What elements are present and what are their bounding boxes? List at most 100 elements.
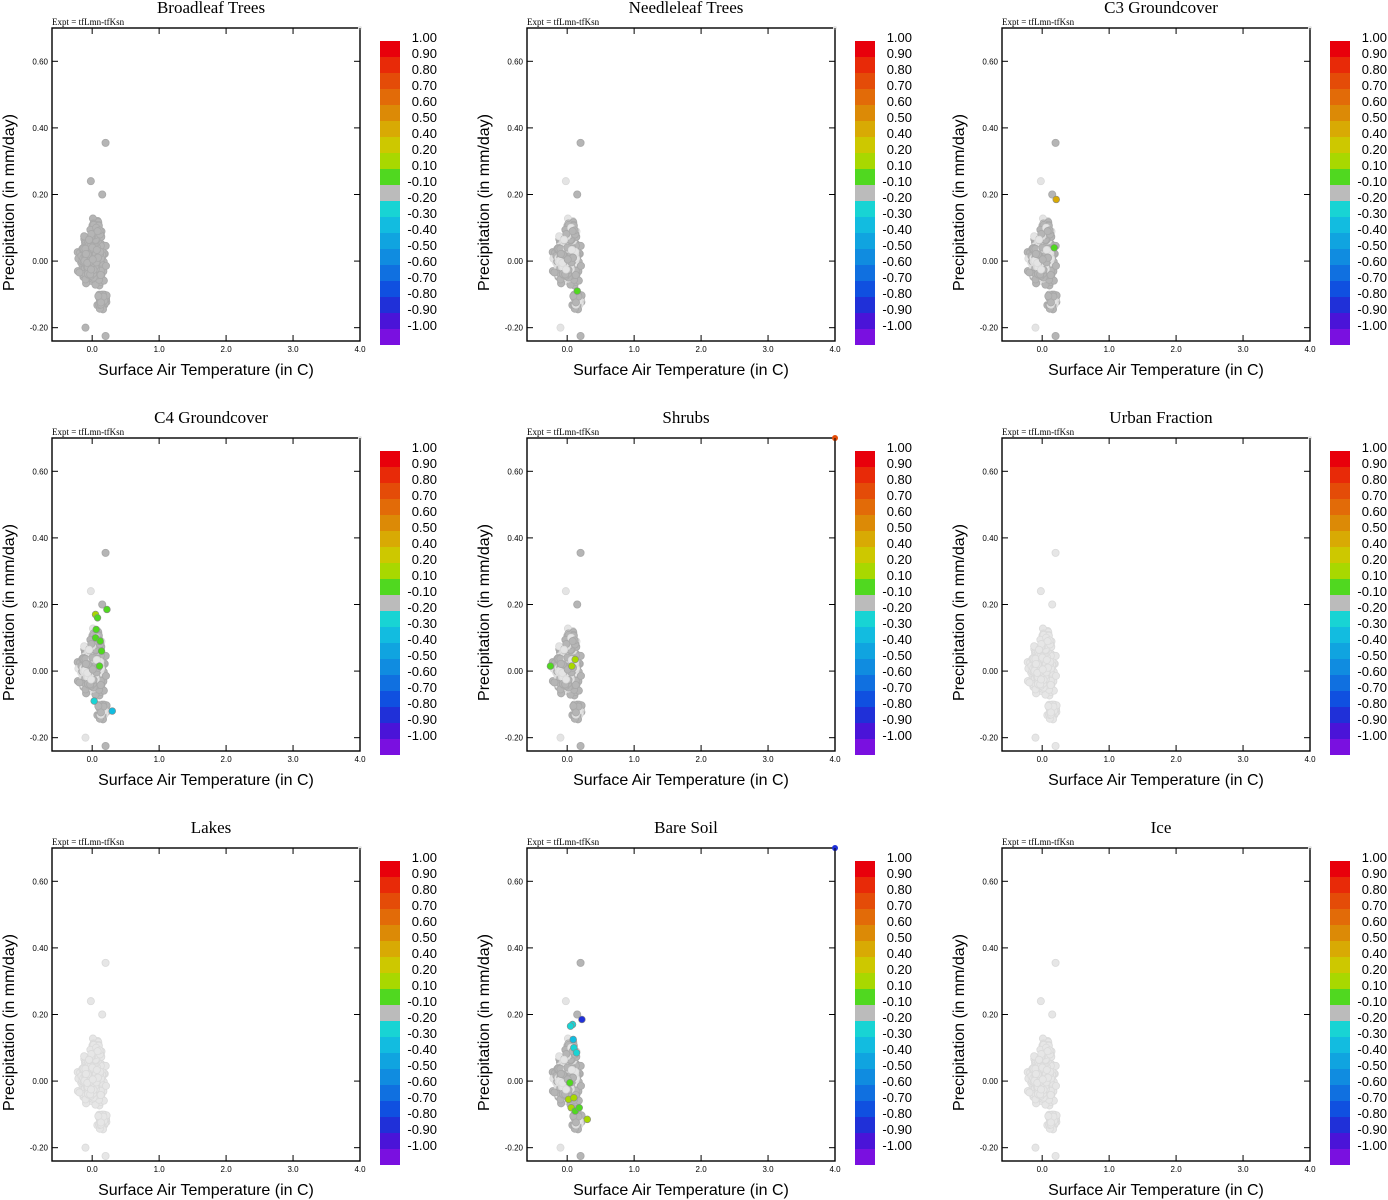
colorbar-swatch bbox=[1330, 105, 1350, 121]
colorbar-label: 0.90 bbox=[887, 866, 912, 881]
background-point bbox=[1051, 742, 1060, 751]
experiment-label: Expt = tfLmn-tfKsn bbox=[52, 17, 125, 27]
colorbar-swatch bbox=[1330, 467, 1350, 483]
background-point bbox=[93, 227, 102, 236]
colorbar-label: -0.90 bbox=[407, 302, 437, 317]
background-point bbox=[85, 645, 94, 654]
highlight-point bbox=[572, 1049, 581, 1057]
colorbar-label: 0.40 bbox=[1362, 126, 1387, 141]
background-point bbox=[81, 249, 90, 258]
colorbar-swatch bbox=[1330, 515, 1350, 531]
y-tick-label: 0.20 bbox=[32, 600, 48, 609]
background-point bbox=[92, 1065, 101, 1074]
background-point bbox=[561, 587, 570, 596]
colorbar-swatch bbox=[855, 73, 875, 89]
y-tick-label: -0.20 bbox=[980, 734, 999, 743]
y-axis-label: Precipitation (in mm/day) bbox=[476, 934, 493, 1111]
background-point bbox=[1051, 261, 1060, 270]
colorbar-swatch bbox=[380, 877, 400, 893]
colorbar-label: -0.50 bbox=[882, 648, 912, 663]
colorbar-label: -0.30 bbox=[407, 1026, 437, 1041]
colorbar-label: -0.50 bbox=[1357, 648, 1387, 663]
background-point bbox=[96, 708, 105, 717]
colorbar-label: -0.70 bbox=[882, 680, 912, 695]
colorbar-label: 0.20 bbox=[412, 142, 437, 157]
x-axis-label: Surface Air Temperature (in C) bbox=[1048, 362, 1264, 379]
colorbar: 1.000.900.800.700.600.500.400.200.10-0.1… bbox=[1330, 440, 1387, 755]
colorbar-label: -0.10 bbox=[1357, 174, 1387, 189]
colorbar-label: -1.00 bbox=[407, 1138, 437, 1153]
background-point bbox=[1031, 659, 1040, 668]
colorbar-swatch bbox=[380, 499, 400, 515]
y-tick-label: 0.60 bbox=[507, 57, 523, 66]
colorbar: 1.000.900.800.700.600.500.400.200.10-0.1… bbox=[1330, 30, 1387, 345]
colorbar-swatch bbox=[1330, 137, 1350, 153]
colorbar-swatch bbox=[1330, 217, 1350, 233]
background-point bbox=[1048, 600, 1057, 609]
colorbar-label: -0.40 bbox=[882, 222, 912, 237]
x-tick-label: 2.0 bbox=[696, 1165, 708, 1174]
y-tick-label: -0.20 bbox=[30, 734, 49, 743]
colorbar-swatch bbox=[380, 1117, 400, 1133]
colorbar-label: 0.90 bbox=[412, 456, 437, 471]
highlight-point bbox=[108, 707, 116, 715]
y-tick-label: -0.20 bbox=[505, 1144, 524, 1153]
colorbar-swatch bbox=[855, 1069, 875, 1085]
y-tick-label: 0.00 bbox=[982, 257, 998, 266]
x-tick-label: 4.0 bbox=[829, 755, 841, 764]
colorbar-label: 0.50 bbox=[887, 520, 912, 535]
panel-title: C4 Groundcover bbox=[154, 408, 268, 427]
colorbar-swatch bbox=[855, 515, 875, 531]
colorbar-label: 0.40 bbox=[1362, 536, 1387, 551]
colorbar-label: -0.70 bbox=[407, 1090, 437, 1105]
x-tick-label: 4.0 bbox=[354, 345, 366, 354]
y-tick-label: 0.40 bbox=[982, 534, 998, 543]
colorbar-swatch bbox=[1330, 611, 1350, 627]
colorbar-label: 0.50 bbox=[887, 930, 912, 945]
panel-title: Lakes bbox=[191, 818, 232, 837]
x-tick-label: 0.0 bbox=[562, 1165, 574, 1174]
colorbar-swatch bbox=[855, 1133, 875, 1149]
colorbar-label: -0.50 bbox=[407, 648, 437, 663]
background-point bbox=[1036, 177, 1045, 186]
background-point bbox=[88, 1075, 97, 1084]
colorbar-label: 0.50 bbox=[1362, 520, 1387, 535]
colorbar-label: -0.70 bbox=[1357, 680, 1387, 695]
background-point bbox=[92, 245, 101, 254]
colorbar-swatch bbox=[380, 941, 400, 957]
x-tick-label: 3.0 bbox=[287, 755, 299, 764]
colorbar-label: -0.80 bbox=[882, 286, 912, 301]
x-tick-label: 1.0 bbox=[154, 1165, 166, 1174]
colorbar-label: -0.60 bbox=[1357, 254, 1387, 269]
colorbar-label: 0.20 bbox=[1362, 142, 1387, 157]
colorbar-swatch bbox=[380, 723, 400, 739]
background-point bbox=[85, 235, 94, 244]
y-tick-label: 0.20 bbox=[507, 1010, 523, 1019]
colorbar-label: 0.70 bbox=[412, 78, 437, 93]
y-axis-label: Precipitation (in mm/day) bbox=[1, 114, 18, 291]
x-tick-label: 1.0 bbox=[1104, 345, 1116, 354]
colorbar-swatch bbox=[855, 265, 875, 281]
colorbar-label: -0.60 bbox=[1357, 664, 1387, 679]
colorbar-swatch bbox=[1330, 499, 1350, 515]
y-tick-label: 0.00 bbox=[982, 667, 998, 676]
experiment-label: Expt = tfLmn-tfKsn bbox=[52, 427, 125, 437]
background-point bbox=[86, 177, 95, 186]
plot-frame bbox=[1001, 437, 1311, 752]
colorbar-swatch bbox=[380, 329, 400, 345]
colorbar-swatch bbox=[380, 169, 400, 185]
colorbar-label: -0.20 bbox=[407, 600, 437, 615]
colorbar-swatch bbox=[380, 137, 400, 153]
x-tick-label: 4.0 bbox=[354, 755, 366, 764]
colorbar-swatch bbox=[1330, 643, 1350, 659]
colorbar-label: -0.40 bbox=[407, 632, 437, 647]
y-tick-label: 0.60 bbox=[982, 57, 998, 66]
colorbar-swatch bbox=[380, 281, 400, 297]
colorbar-swatch bbox=[380, 483, 400, 499]
colorbar-label: 0.10 bbox=[412, 158, 437, 173]
colorbar-label: -0.70 bbox=[1357, 270, 1387, 285]
background-point bbox=[1051, 332, 1060, 341]
